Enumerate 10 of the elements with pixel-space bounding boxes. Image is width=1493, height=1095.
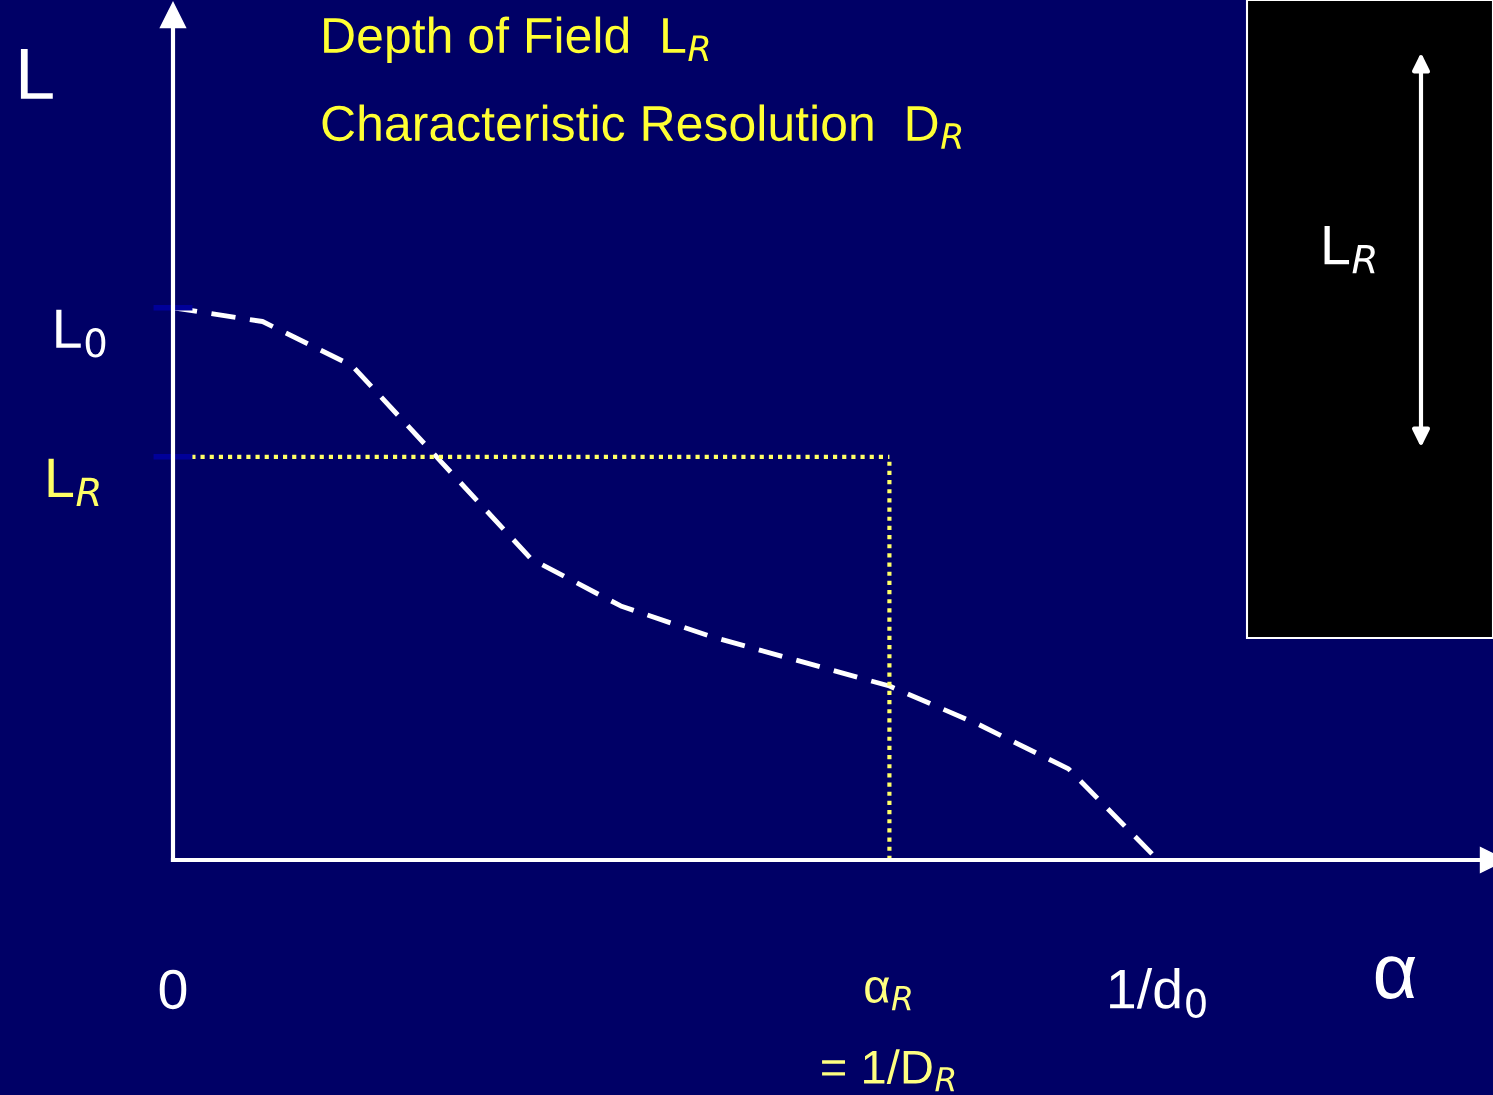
- x-tick-label: 1/d$_{0}$: [1110, 968, 1206, 1018]
- x-tick-label: 0: [159, 969, 187, 1010]
- annotation: L$_{0}$: [56, 309, 106, 358]
- text: L$_{R}$: [1324, 226, 1375, 274]
- x-axis-title: α: [1375, 956, 1416, 999]
- chart-title: Depth of Field L$_{R}$: [324, 16, 709, 64]
- x-tick-label: α$_{R}$ = 1/D$_{R}$: [822, 977, 955, 1092]
- chart-subtitle: Characteristic Resolution D$_{R}$: [322, 104, 962, 149]
- ref-line-label: L$_{R}$: [48, 458, 99, 507]
- y-axis-title: L: [20, 48, 53, 99]
